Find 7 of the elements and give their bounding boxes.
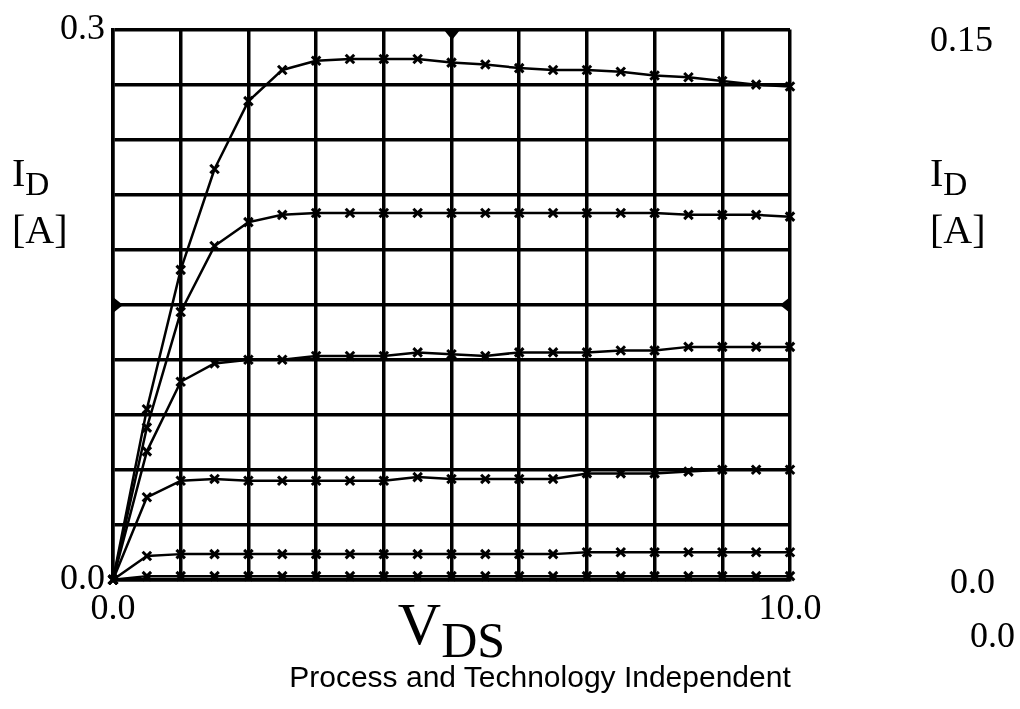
x-tick-label: 10.0	[758, 586, 822, 627]
text: Process and Technology Independent	[289, 660, 791, 694]
text: 0.0	[970, 614, 1016, 657]
text: I$_{D}$ [A]	[930, 150, 987, 253]
text: 0.15	[930, 18, 994, 61]
y-axis-title: I$_{D}$ [A]	[12, 150, 69, 253]
y-tick-label: 0.3	[60, 7, 105, 48]
